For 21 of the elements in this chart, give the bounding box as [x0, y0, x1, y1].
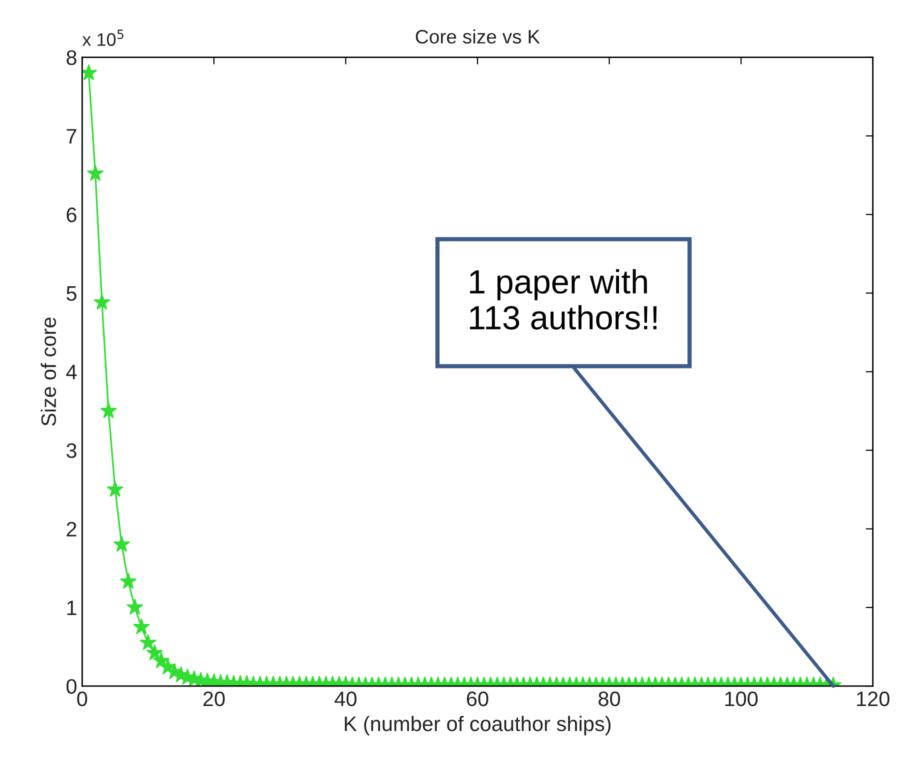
y-axis-title: Size of core — [40, 318, 56, 426]
text: x 10$^{5}$ — [82, 30, 124, 46]
x-tick-label: 120 — [857, 691, 890, 706]
x-tick-label: 80 — [598, 691, 620, 706]
x-tick-label: 20 — [203, 691, 225, 706]
y-tick-label: 8 — [66, 50, 76, 66]
annotation: 1 paper with 113 authors!! — [470, 269, 657, 330]
y-tick-label: 0 — [66, 679, 76, 694]
chart-title: Core size vs K — [416, 29, 540, 44]
y-tick-label: 5 — [66, 286, 76, 301]
x-tick-label: 100 — [725, 691, 758, 706]
y-tick-label: 4 — [66, 364, 77, 380]
y-tick-label: 3 — [66, 443, 76, 458]
y-tick-label: 6 — [66, 207, 76, 222]
x-tick-label: 0 — [77, 691, 88, 706]
x-axis-title: K (number of coauthor ships) — [344, 716, 611, 736]
y-tick-label: 7 — [66, 129, 76, 144]
y-tick-label: 2 — [66, 522, 76, 536]
x-tick-label: 40 — [334, 691, 356, 706]
y-tick-label: 1 — [67, 600, 76, 616]
x-tick-label: 60 — [466, 691, 488, 706]
